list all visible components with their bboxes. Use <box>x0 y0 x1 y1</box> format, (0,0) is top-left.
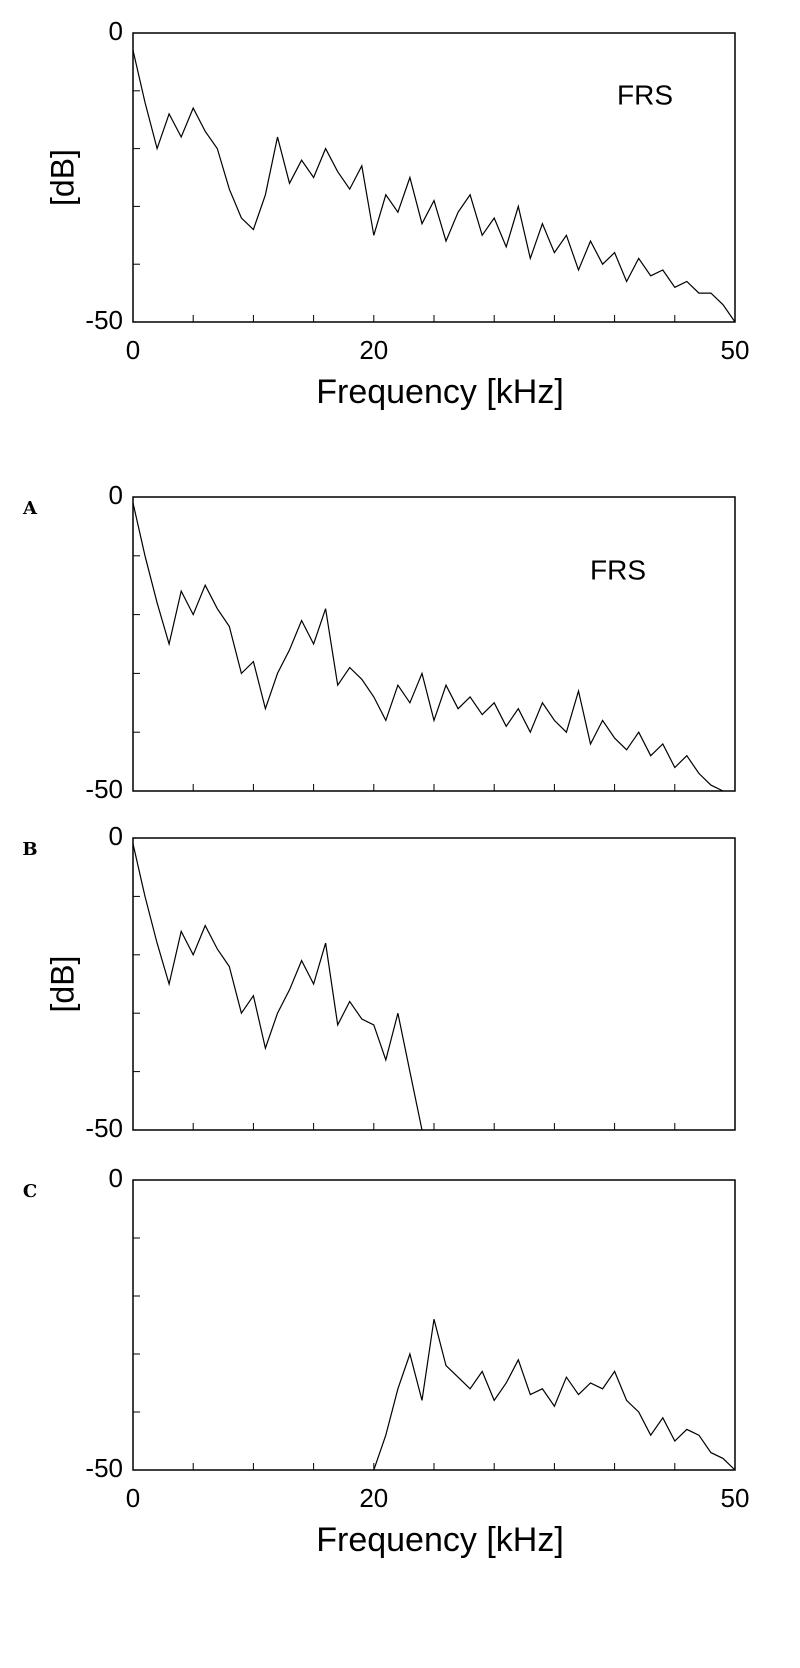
x-tick-label: 0 <box>126 1483 140 1513</box>
annotation: FRS <box>617 79 673 110</box>
x-tick-label: 20 <box>359 335 388 365</box>
x-tick-label: 50 <box>721 335 750 365</box>
x-axis-label: Frequency [kHz] <box>316 373 564 411</box>
y-tick-label: -50 <box>85 1453 123 1483</box>
y-axis-label: [dB] <box>44 956 80 1013</box>
plot-frame <box>132 1179 736 1471</box>
y-tick-label: 0 <box>109 480 123 510</box>
y-tick-label: 0 <box>109 821 123 851</box>
panel-label: A <box>22 498 38 519</box>
plot-frame <box>132 837 736 1131</box>
y-axis-label: [dB] <box>44 149 80 206</box>
plot-frame <box>132 32 736 323</box>
annotation: FRS <box>590 554 646 585</box>
plot-frame <box>132 496 736 792</box>
y-tick-label: 0 <box>109 1163 123 1193</box>
panel-label: C <box>23 1181 37 1202</box>
x-axis-label: Frequency [kHz] <box>316 1521 564 1559</box>
x-tick-label: 0 <box>126 335 140 365</box>
spectrum-line <box>132 50 736 323</box>
y-tick-label: -50 <box>85 774 123 804</box>
spectrum-line <box>132 502 724 792</box>
y-tick-label: -50 <box>85 305 123 335</box>
spectrum-line <box>373 1319 736 1471</box>
x-tick-label: 20 <box>359 1483 388 1513</box>
spectrum-line <box>132 843 423 1131</box>
panel-label: B <box>22 839 37 860</box>
y-tick-label: 0 <box>109 16 123 46</box>
x-tick-label: 50 <box>721 1483 750 1513</box>
y-tick-label: -50 <box>85 1113 123 1143</box>
